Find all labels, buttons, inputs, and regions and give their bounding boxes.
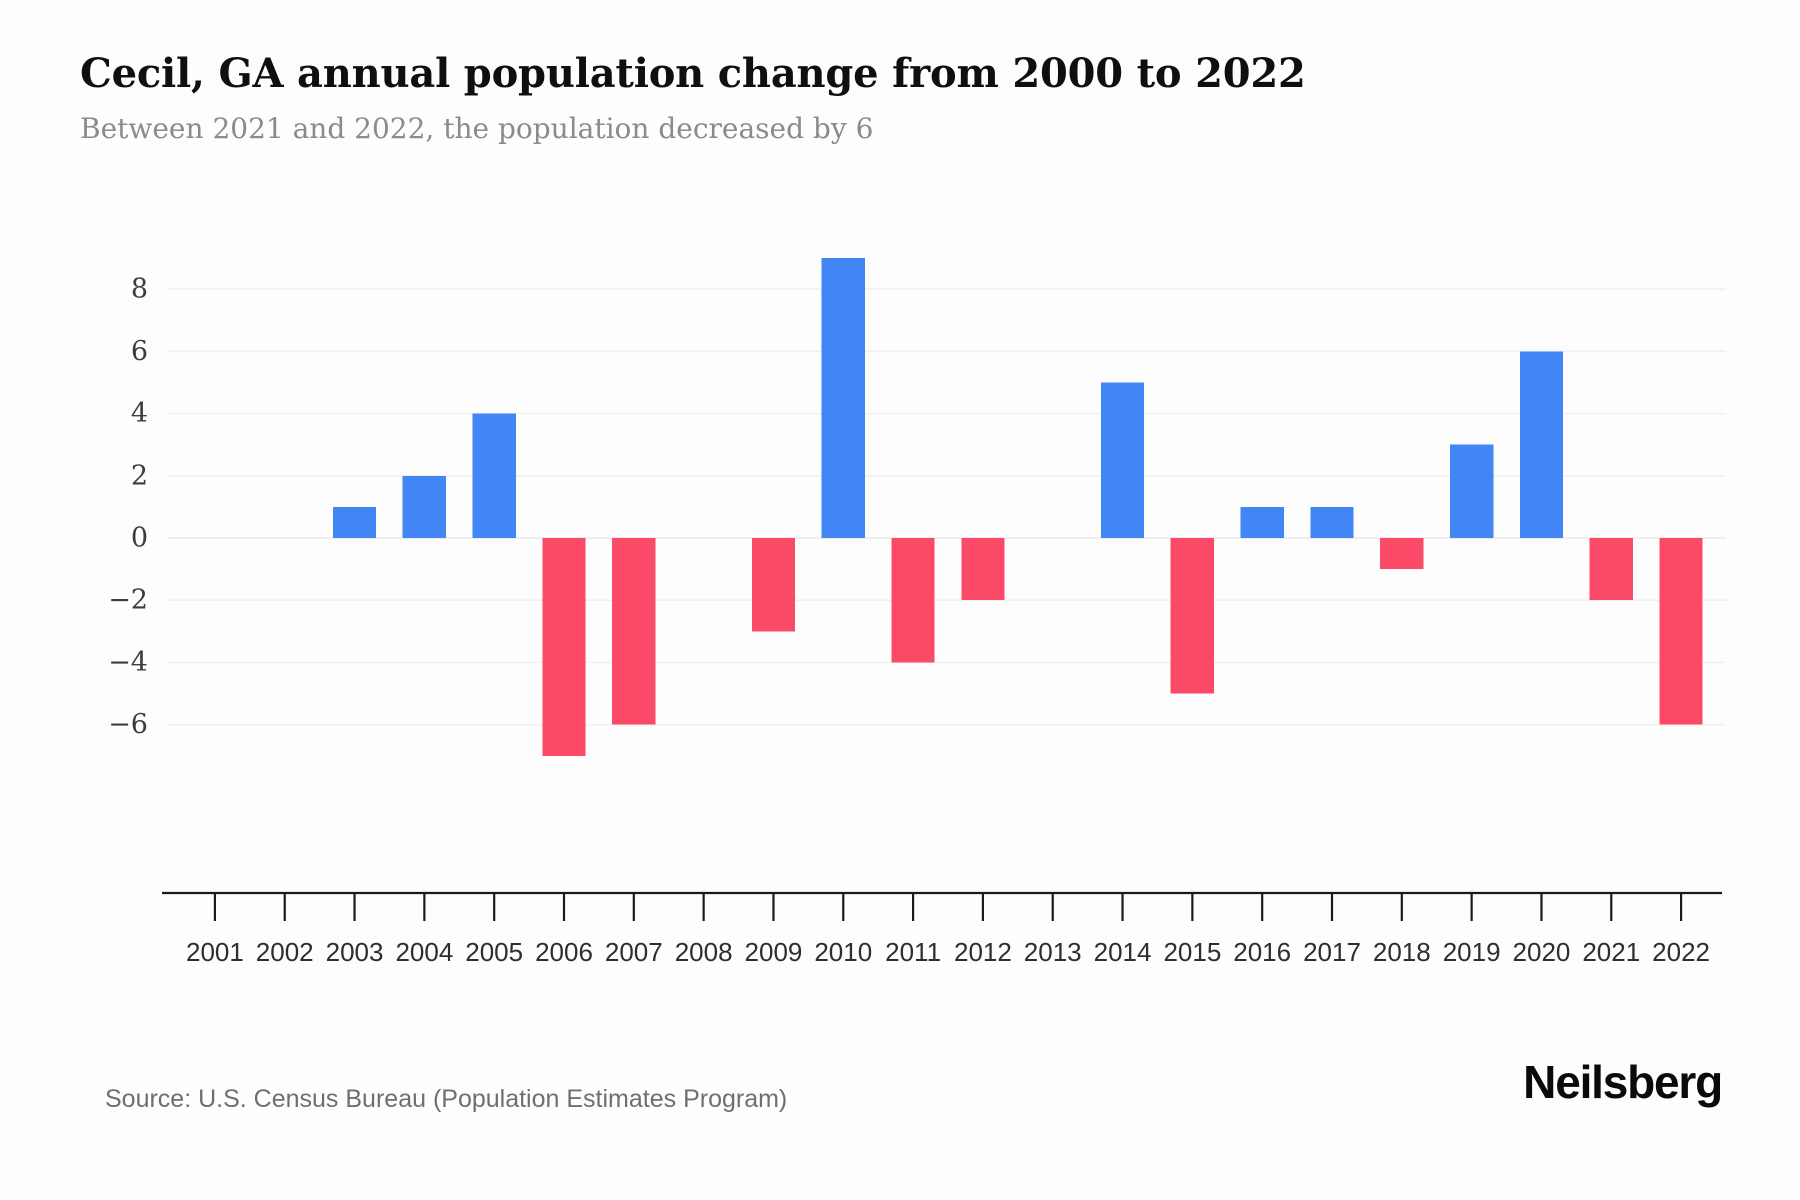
bar-2016[interactable]	[1240, 506, 1284, 538]
x-axis	[162, 891, 1722, 921]
x-tick-label: 2004	[395, 937, 453, 967]
x-tick-label: 2021	[1582, 937, 1640, 967]
brand-logo: Neilsberg	[1523, 1056, 1723, 1108]
bar-2011[interactable]	[891, 538, 935, 663]
x-tick-label: 2009	[745, 937, 803, 967]
x-tick-label: 2013	[1024, 937, 1082, 967]
bar-2017[interactable]	[1310, 506, 1354, 538]
bar-2021[interactable]	[1589, 538, 1633, 601]
bar-2007[interactable]	[612, 538, 656, 725]
page-title: Cecil, GA annual population change from …	[80, 50, 1306, 97]
source-note: Source: U.S. Census Bureau (Population E…	[105, 1085, 788, 1113]
x-tick-label: 2007	[605, 937, 663, 967]
x-tick-label: 2018	[1373, 937, 1431, 967]
x-tick-label: 2005	[465, 937, 523, 967]
y-tick-label: 2	[131, 460, 148, 491]
bar-2015[interactable]	[1170, 538, 1215, 694]
y-tick-label: −4	[108, 647, 148, 678]
x-tick-label: 2017	[1303, 937, 1361, 967]
bar-2004[interactable]	[402, 475, 447, 538]
bar-2019[interactable]	[1449, 444, 1494, 538]
bar-2012[interactable]	[961, 538, 1005, 601]
y-tick-label: 8	[131, 274, 148, 305]
y-tick-label: 0	[131, 523, 148, 554]
x-tick-label: 2016	[1233, 937, 1291, 967]
page-subtitle: Between 2021 and 2022, the population de…	[80, 112, 874, 145]
x-axis-labels: 2001 2002 2003 2004 2005 2006 2007 2008 2009 2010…	[186, 937, 1710, 967]
y-tick-label: −2	[108, 585, 148, 616]
y-tick-label: 6	[131, 336, 148, 367]
bar-2003[interactable]	[332, 506, 377, 538]
bar-2006[interactable]	[542, 538, 586, 756]
bars	[332, 258, 1703, 756]
bar-2014[interactable]	[1100, 382, 1145, 538]
x-tick-label: 2020	[1513, 937, 1571, 967]
y-axis-labels: 8 6 4 2 0 −2 −4 −6	[108, 274, 148, 741]
x-tick-label: 2001	[186, 937, 244, 967]
x-tick-label: 2019	[1443, 937, 1501, 967]
gridlines	[168, 288, 1726, 726]
bar-2009[interactable]	[751, 538, 796, 632]
x-tick-label: 2015	[1163, 937, 1221, 967]
x-tick-label: 2022	[1652, 937, 1710, 967]
x-tick-label: 2002	[256, 937, 314, 967]
bar-2022[interactable]	[1659, 538, 1703, 725]
y-tick-label: −6	[108, 709, 148, 740]
x-tick-label: 2010	[814, 937, 872, 967]
x-tick-label: 2011	[885, 937, 941, 967]
bar-2005[interactable]	[472, 413, 516, 538]
y-tick-label: 4	[131, 398, 148, 429]
x-tick-label: 2014	[1094, 937, 1152, 967]
x-tick-label: 2006	[535, 937, 593, 967]
x-tick-label: 2012	[954, 937, 1012, 967]
chart-header: Cecil, GA annual population change from …	[80, 50, 1720, 146]
x-tick-label: 2008	[675, 937, 733, 967]
bar-2018[interactable]	[1380, 538, 1424, 570]
x-tick-label: 2003	[326, 937, 384, 967]
bar-2020[interactable]	[1519, 351, 1564, 538]
bar-2010[interactable]	[821, 258, 865, 538]
